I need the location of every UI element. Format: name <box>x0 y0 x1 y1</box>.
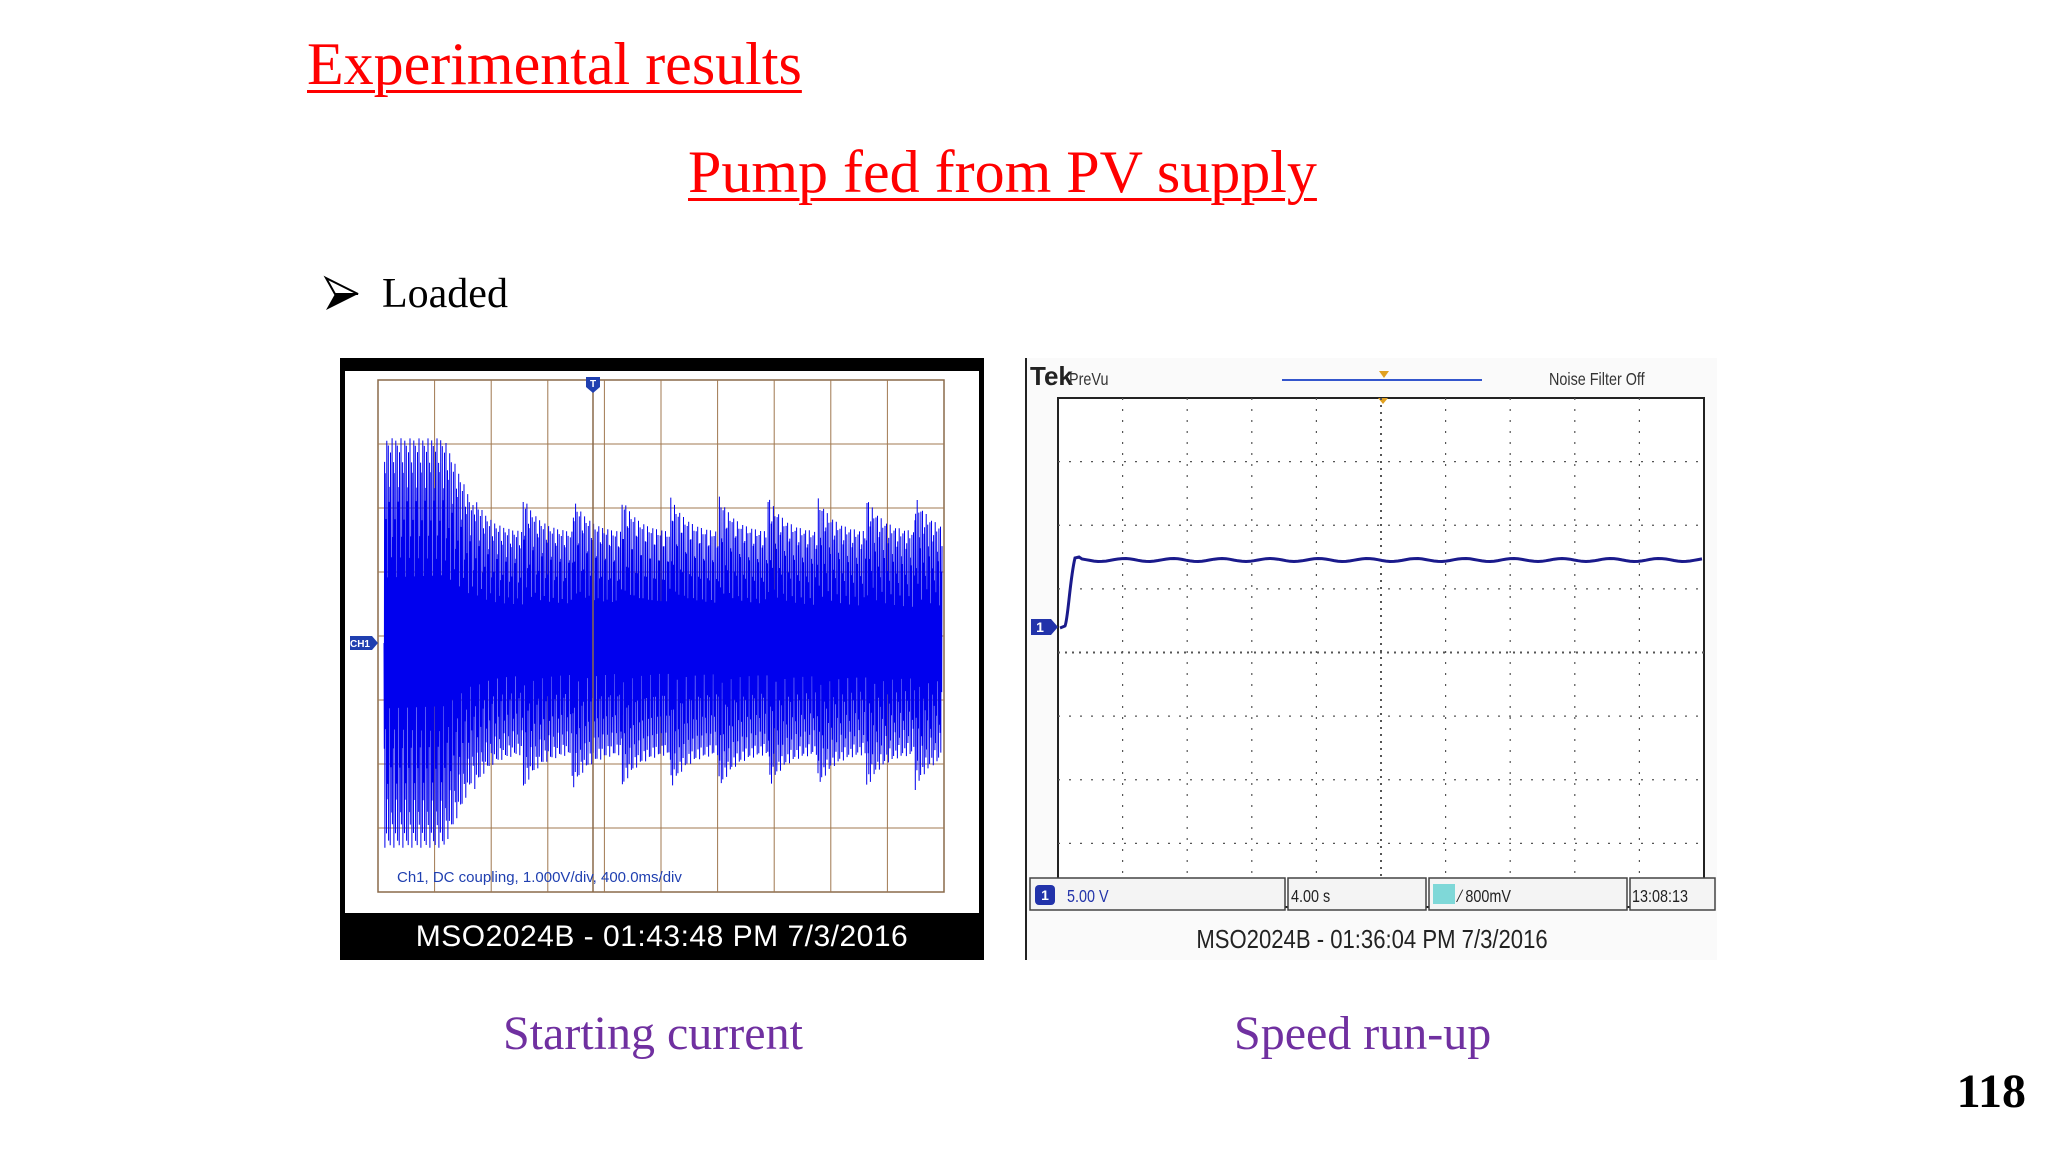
noise-filter-label: Noise Filter Off <box>1549 370 1645 390</box>
caption-speed-run-up: Speed run-up <box>1234 1007 1492 1060</box>
speed-trace <box>1059 555 1703 630</box>
status-trigger-level: ∕ 800mV <box>1455 887 1511 907</box>
bullet-label: Loaded <box>382 271 508 317</box>
svg-text:1: 1 <box>1036 619 1044 635</box>
slide-title: Experimental results <box>307 31 802 97</box>
scope-status-bar: 1 5.00 V 4.00 s ∕ 800mV 13:08:13 <box>1029 876 1719 914</box>
scope-left-screen: T CH1 Ch1, DC coupling, 1.000V/div, 400.… <box>345 371 979 913</box>
status-time-div: 4.00 s <box>1291 887 1330 907</box>
record-marker <box>1379 371 1389 378</box>
slide-subtitle: Pump fed from PV supply <box>688 139 1317 205</box>
trigger-marker: T <box>586 377 600 393</box>
channel-marker: 1 <box>1031 619 1058 635</box>
bullet-item: Loaded <box>322 264 508 324</box>
status-volts-div: 5.00 V <box>1067 887 1109 907</box>
page-number: 118 <box>1956 1065 2026 1118</box>
svg-text:CH1: CH1 <box>350 639 370 650</box>
scope-right-screenshot: Tek PreVu Noise Filter Off 1 1 5.00 V 4.… <box>1025 358 1717 960</box>
scope-left-screenshot: T CH1 Ch1, DC coupling, 1.000V/div, 400.… <box>340 358 984 960</box>
scope-mode: PreVu <box>1069 370 1108 390</box>
status-time: 13:08:13 <box>1632 887 1688 907</box>
channel-marker: CH1 <box>350 636 378 650</box>
arrow-bullet-icon <box>323 275 359 310</box>
scope-left-footer: MSO2024B - 01:43:48 PM 7/3/2016 <box>415 919 909 953</box>
svg-text:T: T <box>590 379 596 390</box>
scope-brand: Tek <box>1030 361 1073 391</box>
graticule-grid <box>1058 398 1704 907</box>
scope-right-footer: MSO2024B - 01:36:04 PM 7/3/2016 <box>1196 923 1548 954</box>
scope-left-settings: Ch1, DC coupling, 1.000V/div, 400.0ms/di… <box>397 869 682 886</box>
caption-starting-current: Starting current <box>503 1007 803 1060</box>
current-trace <box>383 438 943 848</box>
status-channel: 1 <box>1041 887 1049 903</box>
